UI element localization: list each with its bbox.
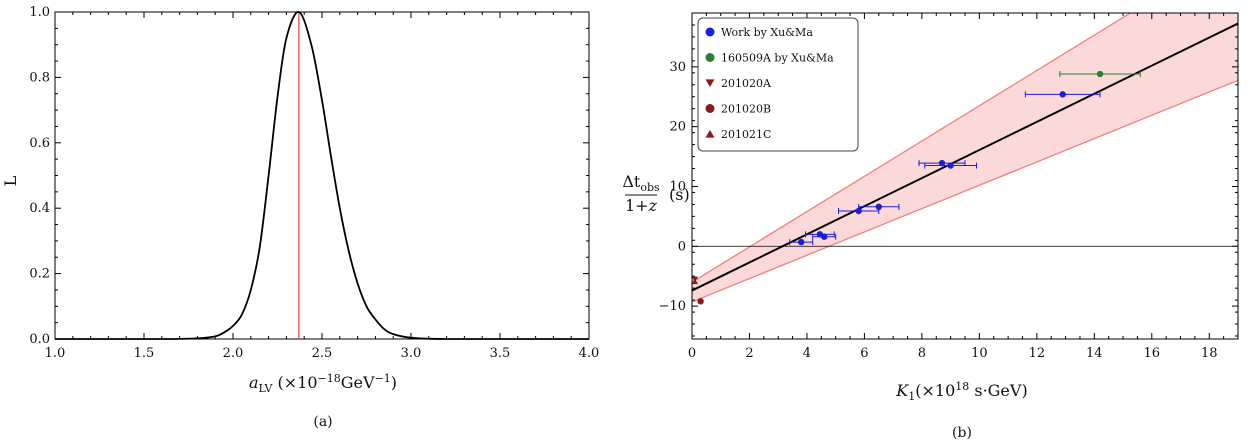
y-tick-label: 10 [669, 179, 686, 194]
legend-marker [705, 129, 715, 138]
x-tick-label: 10 [971, 346, 988, 361]
x-tick-label: 0 [688, 346, 696, 361]
x-tick-label: 1.0 [45, 346, 66, 361]
data-point [855, 207, 862, 215]
panel-a-frame [54, 11, 590, 340]
x-tick-label: 1.5 [134, 346, 155, 361]
band-upper-edge [692, 13, 1132, 283]
panel-a-y-label: L [1, 175, 20, 186]
band-lower-edge [692, 79, 1238, 303]
legend-marker [705, 53, 715, 62]
x-tick-label: 14 [1086, 346, 1103, 361]
panel-a-plot-area [55, 11, 589, 340]
data-point [1059, 91, 1066, 98]
likelihood-curve [55, 11, 589, 340]
x-tick-label: 2.5 [312, 346, 333, 361]
legend-label: Work by Xu&Ma [721, 26, 813, 39]
y-label-denominator: 1+z [625, 196, 658, 215]
panel-a-ticks: 1.0 1.5 2.0 2.5 3.0 3.5 4.0 0.0 0.2 0.4 0.6 0.8 1.0 [29, 5, 599, 361]
data-point [798, 238, 805, 246]
y-tick-label: 0.0 [29, 332, 50, 347]
x-tick-label: 12 [1029, 346, 1046, 361]
panel-a-caption: (a) [313, 414, 332, 430]
legend-label: 201020A [721, 77, 772, 90]
x-tick-label: 3.5 [490, 346, 511, 361]
x-tick-label: 4 [803, 346, 811, 361]
panel-a-likelihood: 1.0 1.5 2.0 2.5 3.0 3.5 4.0 0.0 0.2 0.4 0.6 0.81.0 … [1, 5, 599, 430]
x-tick-label: 2.0 [223, 346, 244, 361]
y-tick-label: −10 [659, 299, 686, 314]
legend-label: 160509A by Xu&Ma [721, 52, 834, 65]
x-tick-label: 8 [918, 346, 926, 361]
data-point [820, 233, 828, 240]
legend-marker [705, 27, 715, 37]
data-point [1096, 70, 1104, 78]
x-tick-label: 18 [1201, 346, 1218, 361]
y-tick-label: 1.0 [29, 5, 50, 20]
x-tick-label: 2 [745, 346, 753, 361]
y-label-numerator: Δtobs [622, 172, 660, 194]
panel-b-time-delay: 0 2 4 6 8 10 12 14 16 18 −10 0 10 20 30 Work by Xu&Ma 1… [622, 12, 1239, 441]
panel-a-x-label: aLV (×10−18GeV−1) [249, 372, 397, 395]
y-tick-label: 0.2 [29, 267, 50, 282]
panel-b-x-label: K1(×1018 s·GeV) [895, 380, 1027, 403]
data-point [947, 162, 954, 169]
panel-b-y-label: Δtobs 1+z (s) [622, 172, 689, 215]
y-tick-label: 0.4 [29, 201, 50, 216]
y-tick-label: 0.6 [29, 136, 50, 151]
legend-box [697, 17, 859, 152]
panel-b-legend: Work by Xu&Ma 160509A by Xu&Ma 201020A 2010… [697, 17, 859, 152]
legend-marker [705, 79, 715, 88]
panel-b-ticks: 0 2 4 6 8 10 12 14 16 18 −10 0 10 20 30 [659, 13, 1238, 361]
data-point [938, 159, 946, 167]
x-tick-label: 4.0 [579, 346, 600, 361]
data-point [875, 203, 882, 211]
x-tick-label: 6 [860, 346, 868, 361]
fit-line [692, 22, 1238, 292]
legend-label: 201021C [721, 128, 771, 141]
y-tick-label: 30 [669, 60, 686, 75]
x-tick-label: 3.0 [401, 346, 422, 361]
panel-b-plot-area [692, 13, 1238, 305]
y-tick-label: 0 [678, 239, 686, 254]
data-point [692, 278, 699, 285]
y-tick-label: 0.8 [29, 70, 50, 85]
legend-label: 201020B [721, 103, 771, 116]
legend-marker [705, 104, 715, 113]
x-tick-label: 16 [1144, 346, 1161, 361]
y-label-unit: (s) [669, 185, 690, 204]
data-point [697, 298, 704, 305]
panel-b-caption: (b) [952, 425, 972, 441]
y-tick-label: 20 [669, 120, 686, 135]
